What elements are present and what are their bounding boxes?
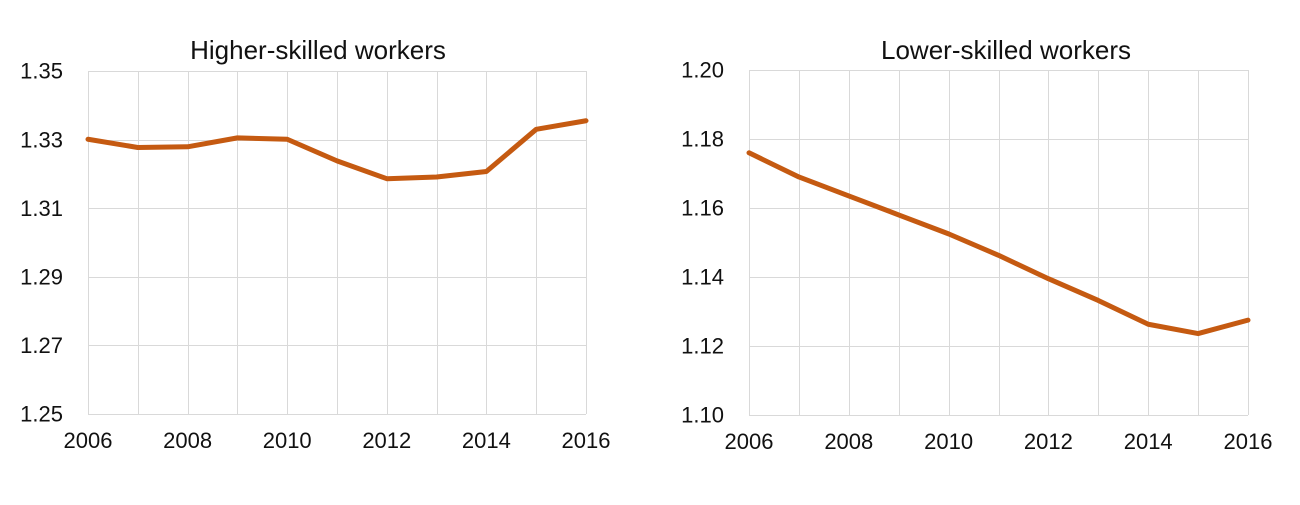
y-tick-label: 1.14: [681, 265, 724, 290]
y-tick-label: 1.31: [20, 196, 63, 221]
x-tick-label: 2014: [462, 428, 511, 453]
y-tick-label: 1.18: [681, 127, 724, 152]
gridlines: [749, 70, 1249, 416]
higher-skilled-workers-series-line: [85, 118, 589, 182]
chart-title: Lower-skilled workers: [881, 35, 1131, 65]
y-tick-label: 1.35: [20, 59, 63, 84]
y-tick-label: 1.25: [20, 402, 63, 427]
lower-skilled-workers-series-line: [746, 150, 1251, 337]
lower-skilled-workers-chart: 1.10 1.12 1.14 1.16 1.18 1.20 2006 2008 2010 2012…: [681, 35, 1272, 454]
y-tick-label: 1.12: [681, 334, 724, 359]
y-tick-label: 1.10: [681, 403, 724, 428]
x-tick-label: 2014: [1124, 429, 1173, 454]
y-tick-label: 1.16: [681, 196, 724, 221]
x-tick-label: 2012: [362, 428, 411, 453]
gridlines: [88, 71, 587, 415]
x-tick-label: 2006: [725, 429, 774, 454]
x-tick-label: 2008: [824, 429, 873, 454]
x-tick-label: 2016: [1224, 429, 1273, 454]
chart-title: Higher-skilled workers: [190, 35, 446, 65]
y-tick-label: 1.20: [681, 58, 724, 83]
x-tick-label: 2012: [1024, 429, 1073, 454]
y-tick-label: 1.29: [20, 265, 63, 290]
x-tick-label: 2010: [924, 429, 973, 454]
x-tick-label: 2016: [562, 428, 611, 453]
y-tick-label: 1.27: [20, 333, 63, 358]
x-tick-label: 2008: [163, 428, 212, 453]
x-tick-label: 2006: [64, 428, 113, 453]
x-tick-label: 2010: [263, 428, 312, 453]
y-tick-label: 1.33: [20, 127, 63, 152]
higher-skilled-workers-chart: 1.25 1.27 1.29 1.31 1.33 1.35 2006 2008 2010 2012…: [20, 35, 610, 453]
